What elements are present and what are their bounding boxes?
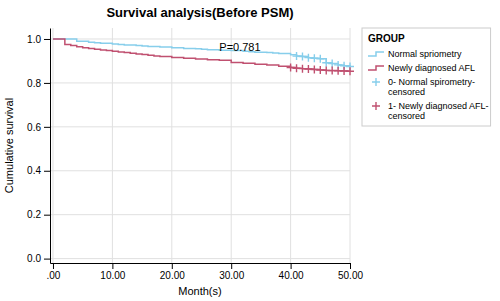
tick-label: 0.2 [27,209,41,220]
x-axis: .00 10.00 20.00 30.00 40.00 50.00 [47,263,364,281]
tick-label: 50.00 [338,270,363,281]
legend: GROUP Normal spriometry Newly diagnosed AF… [362,28,491,126]
tick-label: .00 [47,270,61,281]
tick: 30.00 [219,263,244,281]
tick: 40.00 [279,263,304,281]
tick-mark [44,83,50,84]
grid-line [50,258,350,259]
censor-marker [328,60,336,68]
grid [50,28,350,263]
censor-marker [316,55,324,63]
legend-label: 0- Normal spirometry-censored [388,77,475,97]
grid-line [52,28,53,263]
tick: 0.6 [27,122,50,133]
grid-line [50,38,350,39]
tick: 50.00 [338,263,363,281]
tick-label: 10.00 [100,270,125,281]
grid-line [50,126,350,127]
y-axis: 0.0 0.2 0.4 0.6 0.8 1.0 [27,29,50,265]
series-line [53,39,350,71]
grid-line [50,214,350,215]
legend-symbol [368,66,384,70]
chart: .00 10.00 20.00 30.00 40.00 50.00 0.0 0.2 0.4 0.6… [0,0,500,301]
tick-mark [231,263,232,269]
tick-mark [44,171,50,172]
grid-line [171,28,172,263]
legend-symbol [368,52,384,56]
censor-marker [298,53,306,61]
censor-marker [346,67,354,75]
marks [53,39,354,75]
tick: 0.4 [27,165,50,176]
tick: 1.0 [27,34,50,45]
tick: 20.00 [160,263,185,281]
grid-line [231,28,232,263]
tick: 10.00 [100,263,125,281]
series-line [53,39,350,66]
legend-label: 1- Newly diagnosed AFL-censored [388,101,489,121]
grid-line [290,28,291,263]
legend-title: GROUP [368,33,405,44]
tick: 0.8 [27,78,50,89]
grid-line [112,28,113,263]
tick-label: 0.6 [27,122,41,133]
tick-mark [44,215,50,216]
tick-mark [291,263,292,269]
tick-label: 0.8 [27,78,41,89]
title: Survival analysis(Before PSM) [106,5,293,20]
axis-line [50,29,51,264]
tick-label: 20.00 [160,270,185,281]
tick-mark [350,263,351,269]
tick-mark [172,263,173,269]
legend-label: Normal spriometry [388,49,462,59]
axis-line [51,263,351,264]
tick: .00 [47,263,61,281]
x-axis-title: Month(s) [178,285,221,297]
tick-label: 0.0 [27,253,41,264]
legend-symbol [372,78,380,86]
tick: 0.0 [27,253,50,264]
legend-box [362,28,491,126]
tick-mark [112,263,113,269]
tick-mark [44,127,50,128]
censor-marker [322,59,330,67]
legend-symbol [372,102,380,110]
grid-line [50,82,350,83]
tick: 0.2 [27,209,50,220]
tick-mark [53,263,54,269]
y-axis-title: Cumulative survival [3,98,15,193]
legend-label: Newly diagnosed AFL [388,63,475,73]
tick-mark [44,259,50,260]
annotation: P=0.781 [219,41,260,53]
tick-label: 30.00 [219,270,244,281]
tick-label: 0.4 [27,165,41,176]
grid-line [50,170,350,171]
tick-label: 1.0 [27,34,41,45]
tick-mark [44,39,50,40]
plot: .00 10.00 20.00 30.00 40.00 50.00 0.0 0.2 0.4 0.6… [27,28,363,281]
tick-label: 40.00 [279,270,304,281]
